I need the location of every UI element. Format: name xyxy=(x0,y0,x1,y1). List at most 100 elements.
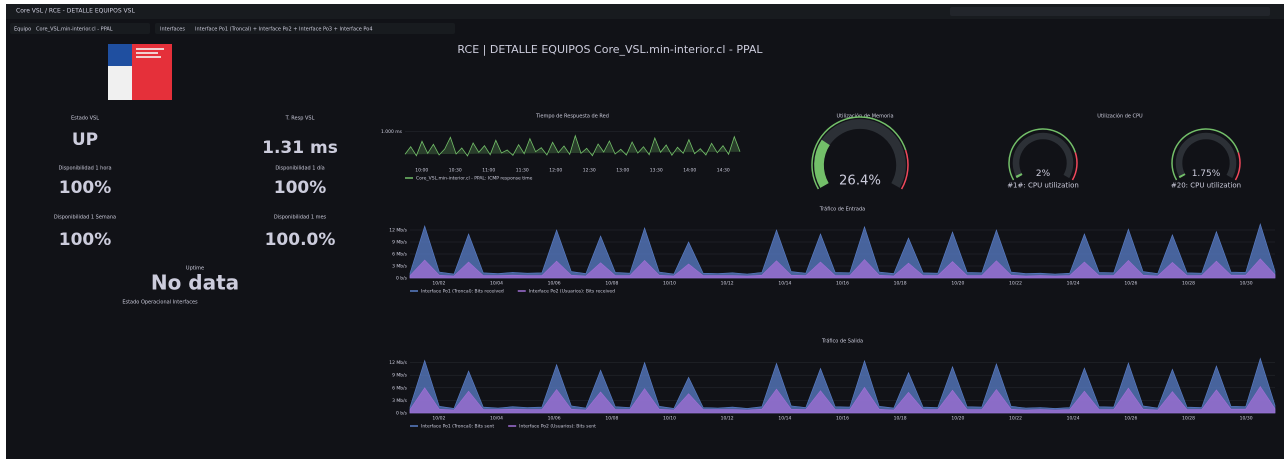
var2-box[interactable] xyxy=(155,23,455,34)
panel-title: Utilización de Memoria xyxy=(836,113,893,120)
x-tick-label: 14:00 xyxy=(683,168,696,174)
gauge-threshold xyxy=(1008,128,1077,181)
x-tick-label: 10/04 xyxy=(490,281,503,287)
gauge-value xyxy=(1178,173,1186,179)
breadcrumb[interactable]: Core VSL / RCE - DETALLE EQUIPOS VSL xyxy=(16,8,135,15)
panel-title: Tiempo de Respuesta de Red xyxy=(535,114,609,120)
gauge-label: 26.4% xyxy=(839,173,881,188)
logo xyxy=(108,44,172,100)
x-tick-label: 10/04 xyxy=(490,416,503,422)
x-tick-label: 10/22 xyxy=(1009,416,1022,422)
x-tick-label: 10/20 xyxy=(951,281,964,287)
area xyxy=(409,222,1276,279)
stat-value: No data xyxy=(151,271,239,295)
var1-label: Equipo xyxy=(14,27,31,33)
x-tick-label: 12:00 xyxy=(549,168,562,174)
stat-title: T. Resp VSL xyxy=(285,116,315,122)
gauge-threshold xyxy=(900,149,909,190)
x-tick-label: 13:00 xyxy=(616,168,629,174)
x-tick-label: 10/08 xyxy=(605,281,618,287)
legend-label: Core_VSL.min-interior.cl - PPAL: ICMP re… xyxy=(416,176,533,182)
x-tick-label: 10/30 xyxy=(1240,416,1253,422)
x-tick-label: 10/02 xyxy=(432,281,445,287)
x-tick-label: 10/02 xyxy=(432,416,445,422)
status-title: Estado Operacional Interfaces xyxy=(122,300,198,306)
gauge-threshold xyxy=(1234,152,1241,181)
stat-value: 100.0% xyxy=(265,230,336,250)
stat-title: Disponibilidad 1 hora xyxy=(58,166,111,172)
gauge-label: 2% xyxy=(1036,169,1051,179)
y-tick-label: 9 Mb/s xyxy=(392,373,408,379)
gauge-threshold xyxy=(811,116,907,190)
x-tick-label: 10/30 xyxy=(1240,281,1253,287)
x-tick-label: 10/10 xyxy=(663,281,676,287)
var2-label: Interfaces xyxy=(160,27,185,33)
gauge-name: #20: CPU utilization xyxy=(1171,182,1241,190)
gauge-label: 1.75% xyxy=(1192,169,1221,179)
y-tick-label: 6 Mb/s xyxy=(392,385,408,391)
x-tick-label: 12:30 xyxy=(583,168,596,174)
area xyxy=(409,385,1276,414)
y-tick-label: 0 b/s xyxy=(396,276,408,282)
area xyxy=(409,258,1276,279)
gauge-track xyxy=(1175,132,1237,179)
x-tick-label: 10/16 xyxy=(836,281,849,287)
x-tick-label: 10/24 xyxy=(1067,416,1080,422)
x-tick-label: 10/24 xyxy=(1067,281,1080,287)
stat-title: Disponibilidad 1 Semana xyxy=(54,215,116,221)
y-tick-label: 3 Mb/s xyxy=(392,264,408,270)
x-tick-label: 10/08 xyxy=(605,416,618,422)
x-tick-label: 10/10 xyxy=(663,416,676,422)
gauge-track xyxy=(1012,132,1074,179)
stat-title: Uptime xyxy=(186,266,204,272)
x-tick-label: 10/06 xyxy=(548,281,561,287)
y-tick-label: 6 Mb/s xyxy=(392,252,408,258)
dashboard-title: RCE | DETALLE EQUIPOS Core_VSL.min-inter… xyxy=(457,43,763,56)
x-tick-label: 10/28 xyxy=(1182,416,1195,422)
var1-value[interactable]: Core_VSL.min-interior.cl - PPAL xyxy=(36,27,113,33)
gauge-threshold xyxy=(1171,128,1240,181)
legend-label: Interface Po2 (Usuarios): Bits sent xyxy=(519,424,596,430)
legend-label: Interface Po1 (Troncal): Bits sent xyxy=(421,424,494,430)
x-tick-label: 10/26 xyxy=(1124,281,1137,287)
y-tick-label: 3 Mb/s xyxy=(392,398,408,404)
gauge-value xyxy=(814,139,830,188)
stat-value: 100% xyxy=(59,230,112,250)
x-tick-label: 10:30 xyxy=(449,168,462,174)
x-tick-label: 10/06 xyxy=(548,416,561,422)
x-tick-label: 10/16 xyxy=(836,416,849,422)
x-tick-label: 10/14 xyxy=(778,281,791,287)
x-tick-label: 13:30 xyxy=(650,168,663,174)
line xyxy=(404,134,741,157)
gauge-name: #1#: CPU utilization xyxy=(1007,182,1079,190)
x-tick-label: 10:00 xyxy=(415,168,428,174)
y-tick-label: 0 b/s xyxy=(396,411,408,417)
stat-value: 1.31 ms xyxy=(262,138,338,158)
x-tick-label: 11:00 xyxy=(482,168,495,174)
x-tick-label: 10/18 xyxy=(894,416,907,422)
x-tick-label: 10/28 xyxy=(1182,281,1195,287)
y-tick-label: 9 Mb/s xyxy=(392,240,408,246)
stat-title: Disponibilidad 1 día xyxy=(275,165,324,172)
gauge-value xyxy=(1015,173,1023,179)
area xyxy=(409,357,1276,414)
x-tick-label: 10/26 xyxy=(1124,416,1137,422)
gauge-threshold xyxy=(1071,152,1078,181)
var2-value[interactable]: Interface Po1 (Troncal) + Interface Po2 … xyxy=(195,27,373,33)
x-tick-label: 14:30 xyxy=(717,168,730,174)
panel-title: Utilización de CPU xyxy=(1097,113,1143,120)
x-tick-label: 10/18 xyxy=(894,281,907,287)
x-tick-label: 10/12 xyxy=(721,281,734,287)
stat-value: 100% xyxy=(59,178,112,198)
var1-box[interactable] xyxy=(10,23,150,34)
time-picker[interactable] xyxy=(950,7,1270,16)
stat-value: 100% xyxy=(274,178,327,198)
x-tick-label: 10/22 xyxy=(1009,281,1022,287)
stat-value: UP xyxy=(72,130,98,150)
y-tick-label: 12 Mb/s xyxy=(389,360,407,366)
panel-title: Tráfico de Salida xyxy=(821,338,863,345)
y-tick-label: 1.000 ms xyxy=(381,129,403,135)
legend-label: Interface Po1 (Troncal): Bits received xyxy=(421,289,504,295)
legend-label: Interface Po2 (Usuarios): Bits received xyxy=(529,289,615,295)
